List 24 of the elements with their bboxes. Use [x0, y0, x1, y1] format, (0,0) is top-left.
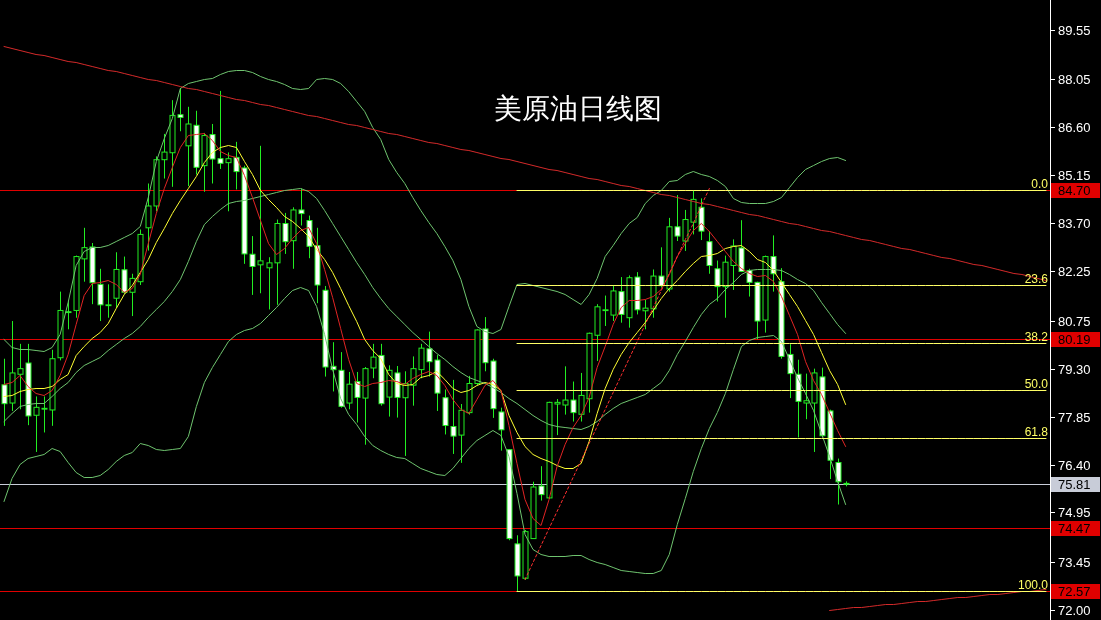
ytick-label: 89.55	[1058, 23, 1091, 38]
ref-label: 72.57	[1058, 584, 1091, 599]
ytick-label: 80.75	[1058, 314, 1091, 329]
ytick-label: 79.30	[1058, 362, 1091, 377]
ytick-label: 76.40	[1058, 458, 1091, 473]
series-name: 100.0	[1017, 577, 1048, 592]
series-name: 50.0	[1024, 376, 1048, 391]
ytick-label: 77.85	[1058, 410, 1091, 425]
ytick-label: 74.95	[1058, 505, 1091, 520]
ytick-label: 88.05	[1058, 72, 1091, 87]
ytick-label: 83.70	[1058, 216, 1091, 231]
ytick-label: 82.25	[1058, 264, 1091, 279]
series-name: 23.6	[1024, 271, 1048, 286]
ytick-label: 85.15	[1058, 168, 1091, 183]
series-name: 0.0	[1031, 176, 1048, 191]
title: 美原油日线图	[493, 93, 662, 124]
ref-label: 80.19	[1058, 332, 1091, 347]
ref-label: 74.47	[1058, 521, 1091, 536]
ref-label: 84.70	[1058, 183, 1091, 198]
ytick-label: 73.45	[1058, 555, 1091, 570]
ref-label: 75.81	[1058, 477, 1091, 492]
ytick-label: 72.00	[1058, 603, 1091, 618]
ytick-label: 86.60	[1058, 120, 1091, 135]
series-name: 61.8	[1024, 424, 1048, 439]
